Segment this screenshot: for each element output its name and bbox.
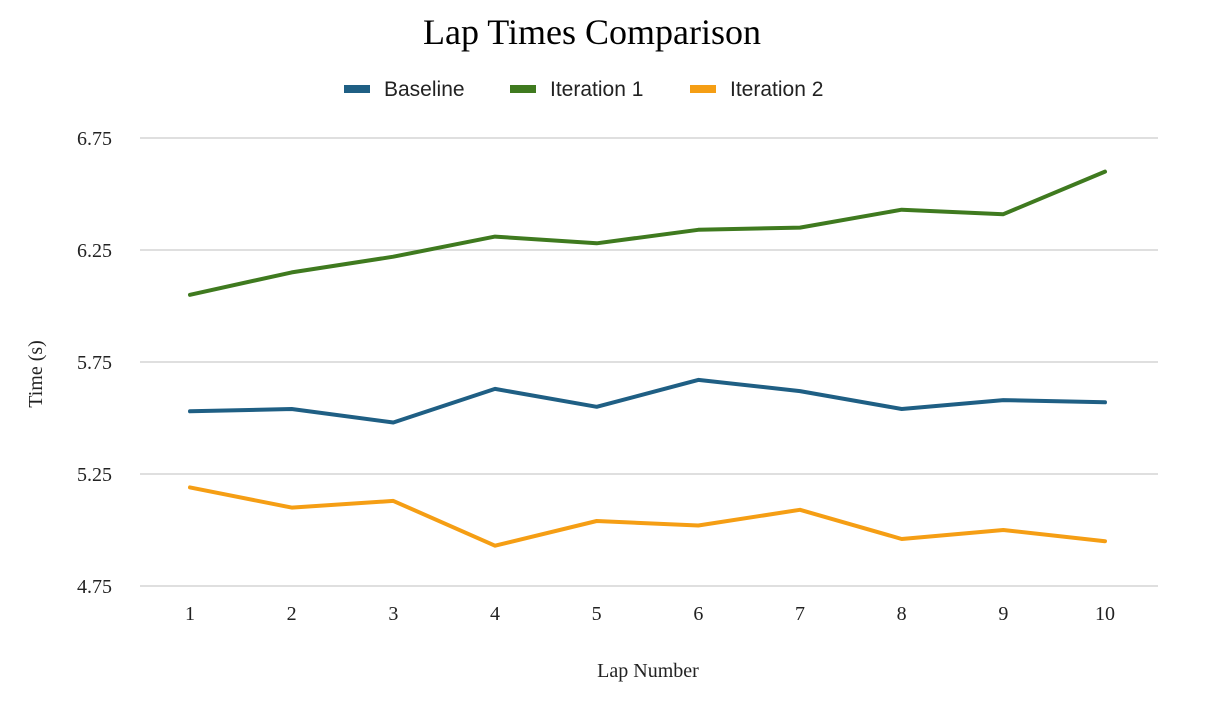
y-tick-label: 4.75 <box>77 576 112 598</box>
x-tick-label: 5 <box>592 603 602 625</box>
series-line-iteration-2 <box>188 485 1107 548</box>
legend-swatch-iteration-1 <box>510 85 536 93</box>
series-lines <box>188 169 1107 548</box>
x-tick-label: 3 <box>388 603 398 625</box>
x-tick-label: 2 <box>287 603 297 625</box>
legend-label-iteration-1: Iteration 1 <box>550 78 643 101</box>
legend-swatch-iteration-2 <box>690 85 716 93</box>
x-axis-title: Lap Number <box>597 660 699 682</box>
x-tick-label: 8 <box>897 603 907 625</box>
x-tick-label: 10 <box>1095 603 1115 625</box>
y-axis-title: Time (s) <box>25 340 47 408</box>
y-tick-label: 6.75 <box>77 128 112 150</box>
series-line-baseline <box>188 377 1107 425</box>
y-axis-ticks: 4.75 5.25 5.75 6.25 6.75 <box>77 128 112 598</box>
x-axis-ticks: 1 2 3 4 5 6 7 8 9 10 <box>185 603 1115 625</box>
y-tick-label: 5.25 <box>77 464 112 486</box>
x-tick-label: 1 <box>185 603 195 625</box>
gridlines <box>140 137 1158 587</box>
y-tick-label: 5.75 <box>77 352 112 374</box>
x-tick-label: 9 <box>998 603 1008 625</box>
legend-swatch-baseline <box>344 85 370 93</box>
series-line-iteration-1 <box>188 169 1107 297</box>
y-tick-label: 6.25 <box>77 240 112 262</box>
chart-title: Lap Times Comparison <box>423 12 761 52</box>
legend-label-iteration-2: Iteration 2 <box>730 78 823 101</box>
legend: Baseline Iteration 1 Iteration 2 <box>344 78 823 101</box>
x-tick-label: 7 <box>795 603 805 625</box>
x-tick-label: 4 <box>490 603 500 625</box>
x-tick-label: 6 <box>693 603 703 625</box>
legend-label-baseline: Baseline <box>384 78 465 101</box>
